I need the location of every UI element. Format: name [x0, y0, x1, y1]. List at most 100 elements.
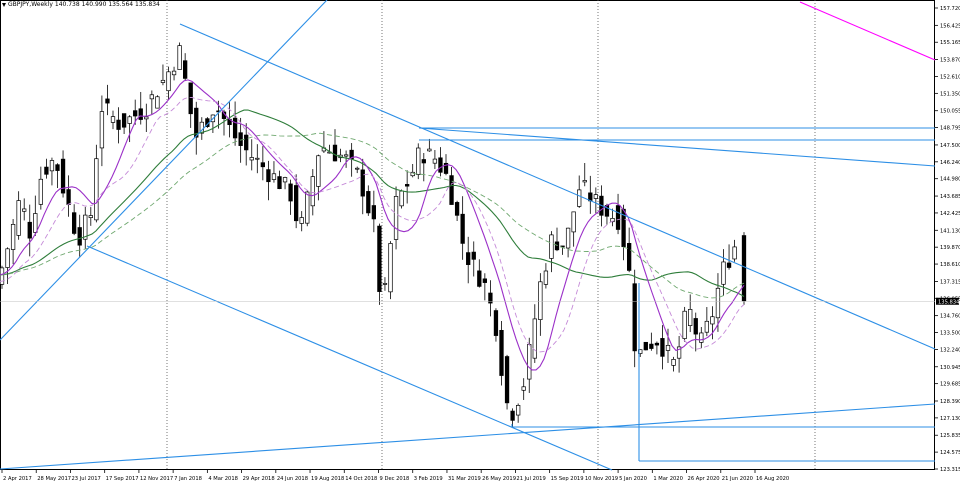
candle-body — [471, 251, 476, 260]
ohlc-readout: 140.738 140.990 135.564 135.834 — [54, 1, 160, 8]
candle-body — [382, 283, 388, 285]
candle-body — [538, 281, 543, 320]
y-tick-label: 143.685 — [940, 194, 960, 200]
candle-body — [377, 225, 382, 292]
candle-body — [94, 158, 99, 221]
candle-body — [443, 162, 449, 174]
y-tick-label: 129.685 — [940, 382, 960, 388]
candle-body — [310, 176, 315, 207]
candle-body — [593, 194, 598, 199]
candle-body — [427, 148, 432, 152]
candle-body — [671, 359, 676, 366]
candle-body — [360, 169, 365, 197]
x-tick-label: 17 Sep 2017 — [106, 476, 139, 482]
x-tick-label: 12 Nov 2017 — [140, 476, 173, 482]
y-tick-label: 142.425 — [940, 211, 960, 217]
candle-body — [454, 202, 460, 216]
candle-body — [632, 283, 637, 352]
candle-body — [171, 70, 177, 76]
candle-body — [155, 96, 160, 109]
x-tick-label: 26 May 2019 — [482, 476, 516, 482]
x-tick-label: 7 Jan 2018 — [174, 476, 202, 482]
candle-body — [10, 224, 16, 250]
candle-body — [665, 345, 671, 351]
y-tick-label: 152.610 — [940, 74, 960, 80]
trendline-rising-channel[interactable] — [0, 0, 328, 341]
magenta-trendline[interactable] — [799, 1, 936, 61]
x-tick-label: 14 Oct 2018 — [345, 476, 377, 482]
candle-body — [438, 157, 443, 173]
candle-body — [160, 79, 166, 83]
x-tick-label: 9 Dec 2018 — [380, 476, 410, 482]
candle-body — [33, 213, 38, 233]
candle-body — [71, 212, 77, 234]
candle-body — [615, 205, 621, 230]
x-tick-label: 23 Jul 2017 — [71, 476, 100, 482]
y-tick-label: 144.980 — [940, 177, 960, 183]
candle-body — [660, 338, 665, 357]
plot-frame — [0, 0, 935, 470]
x-tick-label: 29 Apr 2018 — [243, 476, 275, 482]
candle-body — [554, 241, 560, 251]
candle-body — [22, 208, 27, 212]
candle-body — [732, 246, 737, 260]
last-candle-body — [741, 235, 747, 302]
candle-body — [432, 158, 438, 164]
candle-body — [571, 211, 576, 233]
ma-green-line — [0, 109, 745, 297]
candle-body — [693, 318, 698, 335]
x-tick-label: 19 Aug 2018 — [311, 476, 344, 482]
y-tick-label: 155.165 — [940, 40, 960, 46]
candle-body — [416, 147, 421, 175]
y-tick-label: 132.240 — [940, 347, 960, 353]
candle-body — [515, 405, 521, 416]
candle-body — [504, 356, 510, 404]
candle-body — [44, 166, 49, 175]
ma-purple-dashed-line — [0, 96, 745, 353]
dropdown-arrow-icon — [2, 2, 6, 7]
x-tick-label: 21 Jul 2019 — [516, 476, 545, 482]
x-tick-label: 2 Apr 2017 — [3, 476, 32, 482]
candle-body — [721, 261, 726, 285]
candle-body — [643, 341, 648, 351]
trendline-bottom-support[interactable] — [0, 403, 936, 470]
candle-body — [60, 158, 66, 194]
candle-body — [388, 243, 393, 293]
candle-body — [299, 217, 304, 224]
candle-body — [393, 196, 399, 240]
x-tick-label: 3 Feb 2019 — [414, 476, 443, 482]
candle-body — [244, 134, 249, 151]
candle-body — [305, 191, 310, 224]
trendline-upper-resistance[interactable] — [179, 23, 936, 350]
candle-body — [260, 162, 265, 168]
candle-body — [621, 208, 626, 248]
candle-body — [49, 160, 55, 172]
y-tick-label: 124.575 — [940, 450, 960, 456]
current-price-label: 135.834 — [938, 299, 960, 305]
candle-body — [493, 310, 499, 336]
candle-body — [715, 287, 721, 319]
candle-body — [699, 332, 704, 343]
trendline-upper-fan[interactable] — [418, 127, 936, 167]
candle-body — [565, 227, 571, 249]
y-tick-label: 148.795 — [940, 126, 960, 132]
x-tick-label: 31 Mar 2019 — [448, 476, 481, 482]
y-tick-label: 138.610 — [940, 262, 960, 268]
candle-body — [399, 190, 404, 207]
x-tick-label: 5 Jan 2020 — [619, 476, 647, 482]
candle-body — [144, 116, 149, 120]
y-tick-label: 146.240 — [940, 160, 960, 166]
candle-body — [149, 94, 155, 100]
candle-body — [405, 184, 410, 187]
candle-body — [510, 410, 515, 421]
candle-body — [16, 200, 21, 236]
candle-body — [116, 119, 121, 130]
current-price-badge — [936, 297, 959, 305]
candle-body — [0, 267, 5, 285]
candle-body — [138, 108, 143, 120]
candle-body — [688, 309, 693, 326]
candle-body — [27, 221, 32, 239]
candle-body — [626, 243, 632, 271]
